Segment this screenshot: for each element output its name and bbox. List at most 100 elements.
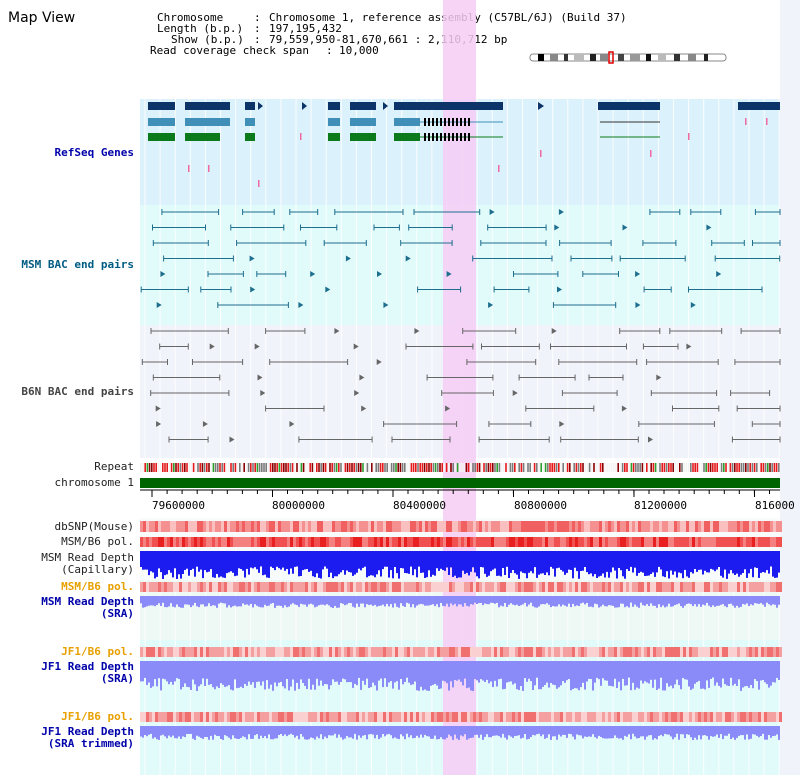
jf1-depth-trim-bar (320, 726, 322, 735)
msm-b6-pol-cell (182, 582, 185, 592)
track-label-msm-b6-pol-1[interactable]: MSM/B6 pol. (61, 535, 134, 548)
jf1-b6-pol-cell (248, 647, 251, 657)
jf1-depth-sra-bar (596, 661, 598, 678)
jf1-b6-pol-cell (575, 712, 578, 722)
msm-b6-pol-cell (398, 537, 401, 547)
msm-b6-pol-cell (422, 582, 425, 592)
jf1-depth-sra-bar (402, 661, 404, 685)
track-label-b6n-bac[interactable]: B6N BAC end pairs (21, 385, 134, 398)
jf1-depth-sra-bar (616, 661, 618, 688)
jf1-depth-trim-bar (676, 726, 678, 734)
jf1-depth-sra-bar (362, 661, 364, 681)
jf1-depth-trim-bar (148, 726, 150, 735)
jf1-depth-trim-bar (308, 726, 310, 740)
msm-b6-pol-cell (491, 537, 494, 547)
dbsnp-cell (572, 521, 575, 532)
jf1-b6-pol-cell (314, 712, 317, 722)
repeat-element (716, 463, 718, 472)
dbsnp-cell (548, 521, 551, 532)
msm-b6-pol-cell (140, 537, 143, 547)
gene-block (148, 133, 175, 141)
repeat-element (353, 463, 355, 472)
track-label-jf1-b6-pol-1[interactable]: JF1/B6 pol. (61, 645, 134, 658)
jf1-b6-pol-cell (353, 647, 356, 657)
jf1-depth-sra-bar (184, 661, 186, 684)
track-label-jf1-depth-trim-1[interactable]: JF1 Read Depth (41, 725, 134, 738)
repeat-element (520, 463, 523, 472)
repeat-element (485, 463, 487, 472)
dbsnp-cell (692, 521, 695, 532)
bac-end-marker (414, 328, 420, 334)
repeat-element (518, 463, 520, 472)
track-label-msm-b6-pol-2[interactable]: MSM/B6 pol. (61, 580, 134, 593)
msm-depth-cap-bar (704, 551, 706, 571)
track-label-refseq[interactable]: RefSeq Genes (54, 146, 134, 159)
msm-depth-cap-bar (228, 551, 230, 573)
dbsnp-cell (542, 521, 545, 532)
jf1-depth-trim-bar (714, 726, 716, 737)
track-label-jf1-b6-pol-2[interactable]: JF1/B6 pol. (61, 710, 134, 723)
msm-depth-sra-bar (506, 596, 508, 607)
jf1-depth-sra-bar (676, 661, 678, 680)
dbsnp-cell (272, 521, 275, 532)
track-label-jf1-depth-sra-1[interactable]: JF1 Read Depth (41, 660, 134, 673)
track-label-chromosome[interactable]: chromosome 1 (54, 476, 134, 489)
msm-depth-cap-bar (368, 551, 370, 577)
msm-b6-pol-cell (542, 582, 545, 592)
jf1-b6-pol-cell (470, 712, 473, 722)
track-label-repeat[interactable]: Repeat (94, 460, 134, 473)
track-label-msm-depth-sra-1[interactable]: MSM Read Depth (41, 595, 134, 608)
track-label-msm-bac[interactable]: MSM BAC end pairs (21, 258, 134, 271)
jf1-b6-pol-cell (662, 647, 665, 657)
msm-b6-pol-cell (599, 537, 602, 547)
track-label-msm-depth-cap-1[interactable]: MSM Read Depth (41, 551, 134, 564)
jf1-depth-sra-bar (260, 661, 262, 686)
jf1-b6-pol-cell (554, 712, 557, 722)
jf1-b6-pol-cell (272, 647, 275, 657)
repeat-element (406, 463, 408, 472)
msm-b6-pol-cell (521, 537, 524, 547)
msm-depth-cap-bar (426, 551, 428, 578)
jf1-b6-pol-cell (374, 712, 377, 722)
msm-depth-cap-bar (232, 551, 234, 573)
msm-b6-pol-cell (371, 537, 374, 547)
msm-b6-pol-cell (350, 582, 353, 592)
msm-depth-sra-bar (154, 596, 156, 607)
repeat-element (412, 463, 415, 472)
dbsnp-cell (560, 521, 563, 532)
jf1-depth-sra-bar (690, 661, 692, 690)
msm-depth-cap-bar (736, 551, 738, 574)
dbsnp-cell (332, 521, 335, 532)
jf1-depth-sra-bar (506, 661, 508, 683)
jf1-depth-trim-bar (628, 726, 630, 735)
msm-depth-cap-bar (714, 551, 716, 572)
msm-depth-cap-bar (408, 551, 410, 574)
dbsnp-cell (188, 521, 191, 532)
jf1-depth-sra-bar (682, 661, 684, 678)
repeat-element (393, 463, 395, 472)
repeat-element (140, 463, 142, 472)
track-label-dbsnp[interactable]: dbSNP(Mouse) (54, 520, 134, 533)
jf1-b6-pol-cell (662, 712, 665, 722)
msm-b6-pol-cell (539, 537, 542, 547)
msm-b6-pol-cell (638, 537, 641, 547)
jf1-depth-trim-bar (192, 726, 194, 739)
chromosome-ideogram[interactable] (528, 51, 730, 65)
msm-depth-sra-bar (560, 596, 562, 607)
jf1-depth-sra-bar (150, 661, 152, 688)
jf1-b6-pol-cell (347, 647, 350, 657)
msm-b6-pol-cell (761, 537, 764, 547)
jf1-depth-trim-bar (304, 726, 306, 740)
jf1-depth-trim-bar (758, 726, 760, 738)
msm-b6-pol-cell (185, 537, 188, 547)
jf1-b6-pol-cell (770, 712, 773, 722)
dbsnp-cell (212, 521, 215, 532)
jf1-b6-pol-cell (227, 712, 230, 722)
jf1-b6-pol-cell (410, 712, 413, 722)
msm-b6-pol-cell (647, 537, 650, 547)
jf1-b6-pol-cell (326, 712, 329, 722)
dbsnp-cell (557, 521, 560, 532)
msm-depth-cap-bar (428, 551, 430, 571)
msm-depth-sra-bar (342, 596, 344, 604)
